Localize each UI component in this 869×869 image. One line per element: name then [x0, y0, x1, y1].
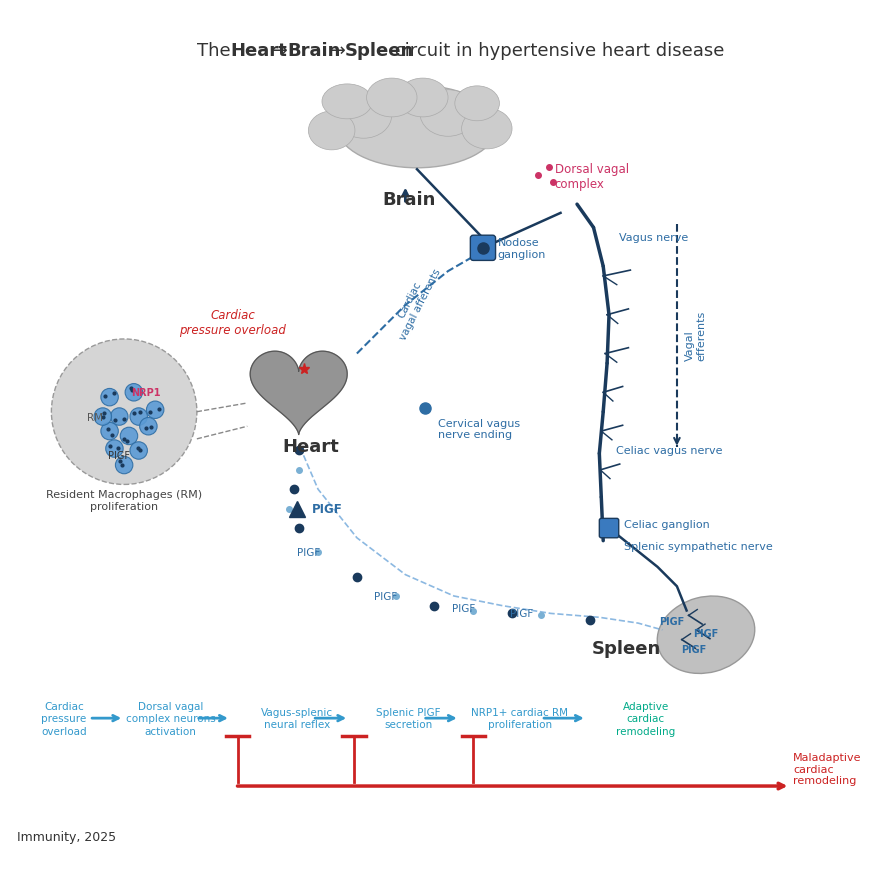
Text: Splenic sympathetic nerve: Splenic sympathetic nerve	[623, 541, 772, 551]
Text: Dorsal vagal
complex: Dorsal vagal complex	[554, 163, 628, 191]
Text: RM: RM	[87, 412, 103, 422]
Text: Splenic PIGF
secretion: Splenic PIGF secretion	[375, 707, 440, 729]
Circle shape	[106, 441, 123, 458]
Ellipse shape	[656, 596, 754, 673]
Text: Brain: Brain	[382, 190, 435, 209]
Circle shape	[110, 408, 128, 426]
Ellipse shape	[454, 87, 499, 122]
Ellipse shape	[397, 79, 448, 117]
Circle shape	[129, 442, 147, 460]
Text: Maladaptive
cardiac
remodeling: Maladaptive cardiac remodeling	[793, 752, 861, 786]
Circle shape	[146, 401, 163, 419]
Text: Vagus-splenic
neural reflex: Vagus-splenic neural reflex	[261, 707, 333, 729]
Ellipse shape	[461, 109, 512, 149]
Text: Cardiac
vagal afferents: Cardiac vagal afferents	[387, 262, 442, 342]
Text: Celiac vagus nerve: Celiac vagus nerve	[615, 446, 721, 456]
Text: Cardiac
pressure overload: Cardiac pressure overload	[179, 308, 286, 336]
Ellipse shape	[335, 93, 391, 139]
Text: Adaptive
cardiac
remodeling: Adaptive cardiac remodeling	[615, 701, 674, 736]
Text: PIGF: PIGF	[296, 547, 320, 558]
Circle shape	[125, 384, 143, 401]
Circle shape	[101, 423, 118, 441]
Text: Brain: Brain	[288, 43, 341, 60]
Text: Spleen: Spleen	[344, 43, 414, 60]
Text: Nodose
ganglion: Nodose ganglion	[497, 238, 545, 259]
Text: →: →	[267, 43, 294, 60]
Ellipse shape	[420, 90, 475, 137]
Text: PIGF: PIGF	[509, 608, 533, 619]
Ellipse shape	[336, 86, 496, 169]
Text: Vagus nerve: Vagus nerve	[618, 233, 687, 242]
Ellipse shape	[308, 112, 355, 150]
Circle shape	[101, 389, 118, 407]
Text: Resident Macrophages (RM)
proliferation: Resident Macrophages (RM) proliferation	[46, 490, 202, 511]
Text: Cervical vagus
nerve ending: Cervical vagus nerve ending	[438, 418, 520, 440]
Circle shape	[51, 340, 196, 485]
Text: Immunity, 2025: Immunity, 2025	[17, 830, 116, 843]
Text: Vagal
efferents: Vagal efferents	[684, 310, 706, 361]
Text: circuit in hypertensive heart disease: circuit in hypertensive heart disease	[388, 43, 724, 60]
Text: →: →	[324, 43, 351, 60]
Text: The: The	[196, 43, 242, 60]
Text: Celiac ganglion: Celiac ganglion	[623, 520, 708, 529]
Text: Spleen: Spleen	[591, 640, 660, 658]
Circle shape	[140, 418, 157, 435]
Text: PIGF: PIGF	[693, 628, 718, 638]
Text: Heart: Heart	[230, 43, 287, 60]
Circle shape	[94, 408, 111, 426]
Text: PIGF: PIGF	[680, 645, 706, 654]
Text: PIGF: PIGF	[108, 451, 130, 461]
Circle shape	[116, 457, 133, 474]
Polygon shape	[250, 352, 347, 435]
Text: NRP1+ cardiac RM
proliferation: NRP1+ cardiac RM proliferation	[471, 707, 567, 729]
FancyBboxPatch shape	[470, 235, 495, 261]
Text: PIGF: PIGF	[451, 603, 474, 613]
Text: Heart: Heart	[282, 437, 338, 455]
Circle shape	[129, 408, 147, 426]
Ellipse shape	[322, 85, 372, 120]
Ellipse shape	[366, 79, 416, 117]
Text: Dorsal vagal
complex neurons
activation: Dorsal vagal complex neurons activation	[126, 701, 216, 736]
Text: PIGF: PIGF	[374, 591, 397, 601]
Text: PIGF: PIGF	[312, 502, 342, 515]
Text: PIGF: PIGF	[659, 616, 684, 627]
Text: Cardiac
pressure
overload: Cardiac pressure overload	[41, 701, 87, 736]
Text: NRP1: NRP1	[130, 388, 160, 398]
Circle shape	[120, 428, 137, 445]
FancyBboxPatch shape	[599, 519, 618, 538]
